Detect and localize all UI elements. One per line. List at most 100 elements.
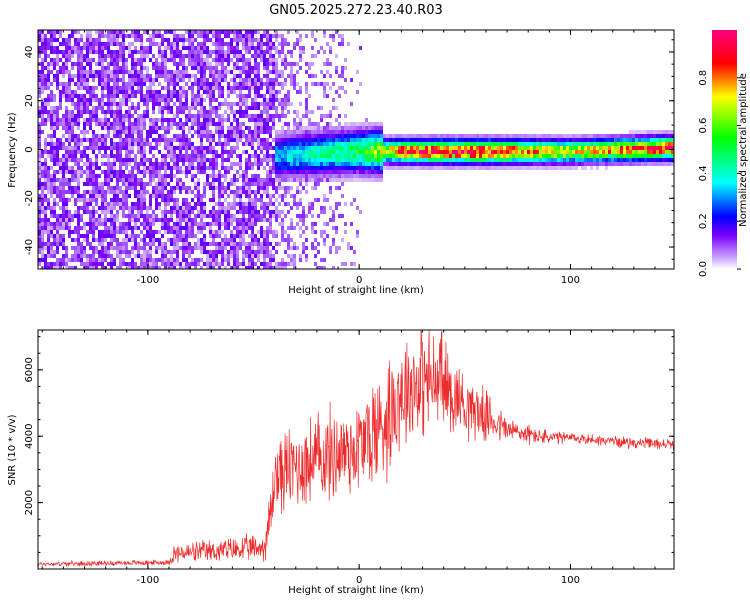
heatmap-cell [251,234,254,238]
heatmap-cell [329,186,332,190]
heatmap-cell [62,38,65,42]
heatmap-cell [419,162,422,166]
heatmap-cell [221,122,224,126]
heatmap-cell [170,226,173,230]
heatmap-cell [149,82,152,86]
heatmap-cell [269,70,272,74]
heatmap-cell [59,178,62,182]
heatmap-cell [164,70,167,74]
heatmap-cell [185,122,188,126]
heatmap-cell [266,42,269,46]
heatmap-cell [275,90,278,94]
heatmap-cell [179,222,182,226]
heatmap-cell [386,150,389,154]
heatmap-cell [242,46,245,50]
heatmap-cell [212,194,215,198]
heatmap-cell [92,118,95,122]
heatmap-cell [122,246,125,250]
heatmap-cell [317,178,320,182]
heatmap-cell [284,78,287,82]
heatmap-cell [119,178,122,182]
heatmap-cell [251,82,254,86]
heatmap-cell [266,86,269,90]
heatmap-cell [92,162,95,166]
heatmap-cell [149,258,152,262]
heatmap-cell [197,190,200,194]
heatmap-cell [338,174,341,178]
heatmap-cell [161,254,164,258]
heatmap-cell [38,78,41,82]
heatmap-cell [509,142,512,146]
heatmap-cell [401,166,404,170]
heatmap-cell [461,166,464,170]
heatmap-cell [47,98,50,102]
heatmap-cell [47,166,50,170]
heatmap-cell [59,42,62,46]
heatmap-cell [215,126,218,130]
heatmap-cell [371,130,374,134]
heatmap-cell [284,114,287,118]
heatmap-cell [239,30,242,34]
heatmap-cell [179,226,182,230]
heatmap-cell [146,206,149,210]
heatmap-cell [140,182,143,186]
heatmap-cell [305,150,308,154]
heatmap-cell [95,46,98,50]
heatmap-cell [248,126,251,130]
heatmap-cell [488,150,491,154]
heatmap-cell [128,234,131,238]
heatmap-cell [41,62,44,66]
heatmap-cell [149,222,152,226]
heatmap-cell [293,242,296,246]
heatmap-cell [77,70,80,74]
heatmap-cell [110,106,113,110]
heatmap-cell [71,186,74,190]
heatmap-cell [356,90,359,94]
heatmap-cell [281,42,284,46]
heatmap-cell [92,98,95,102]
heatmap-cell [122,74,125,78]
heatmap-cell [206,110,209,114]
heatmap-cell [200,218,203,222]
heatmap-cell [77,134,80,138]
heatmap-cell [62,94,65,98]
heatmap-cell [401,154,404,158]
heatmap-cell [104,246,107,250]
heatmap-cell [152,42,155,46]
heatmap-cell [143,30,146,34]
heatmap-cell [152,234,155,238]
heatmap-cell [146,86,149,90]
heatmap-cell [176,210,179,214]
heatmap-cell [44,54,47,58]
heatmap-cell [224,142,227,146]
heatmap-cell [47,62,50,66]
heatmap-cell [275,230,278,234]
heatmap-cell [191,90,194,94]
heatmap-cell [284,94,287,98]
heatmap-cell [263,62,266,66]
heatmap-cell [299,86,302,90]
heatmap-cell [68,86,71,90]
heatmap-cell [329,178,332,182]
heatmap-cell [275,166,278,170]
heatmap-cell [290,134,293,138]
heatmap-cell [47,174,50,178]
heatmap-cell [350,138,353,142]
heatmap-cell [191,126,194,130]
heatmap-cell [266,150,269,154]
heatmap-cell [227,262,230,266]
heatmap-cell [134,66,137,70]
heatmap-cell [242,262,245,266]
heatmap-cell [221,58,224,62]
heatmap-cell [335,66,338,70]
heatmap-cell [443,146,446,150]
heatmap-cell [113,186,116,190]
heatmap-cell [215,42,218,46]
heatmap-cell [539,134,542,138]
heatmap-cell [110,94,113,98]
heatmap-cell [140,98,143,102]
heatmap-cell [236,46,239,50]
heatmap-cell [47,78,50,82]
heatmap-cell [149,42,152,46]
heatmap-cell [50,234,53,238]
